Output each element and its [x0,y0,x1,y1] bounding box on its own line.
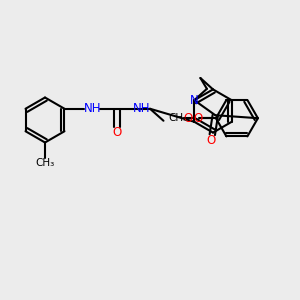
Text: N: N [190,94,199,107]
Text: CH₃: CH₃ [35,158,55,168]
Text: O: O [206,134,215,147]
Text: CH₃: CH₃ [168,113,188,123]
Text: O: O [193,112,203,125]
Text: O: O [112,126,122,139]
Text: NH: NH [133,102,151,115]
Text: O: O [183,112,193,125]
Text: NH: NH [84,102,101,115]
